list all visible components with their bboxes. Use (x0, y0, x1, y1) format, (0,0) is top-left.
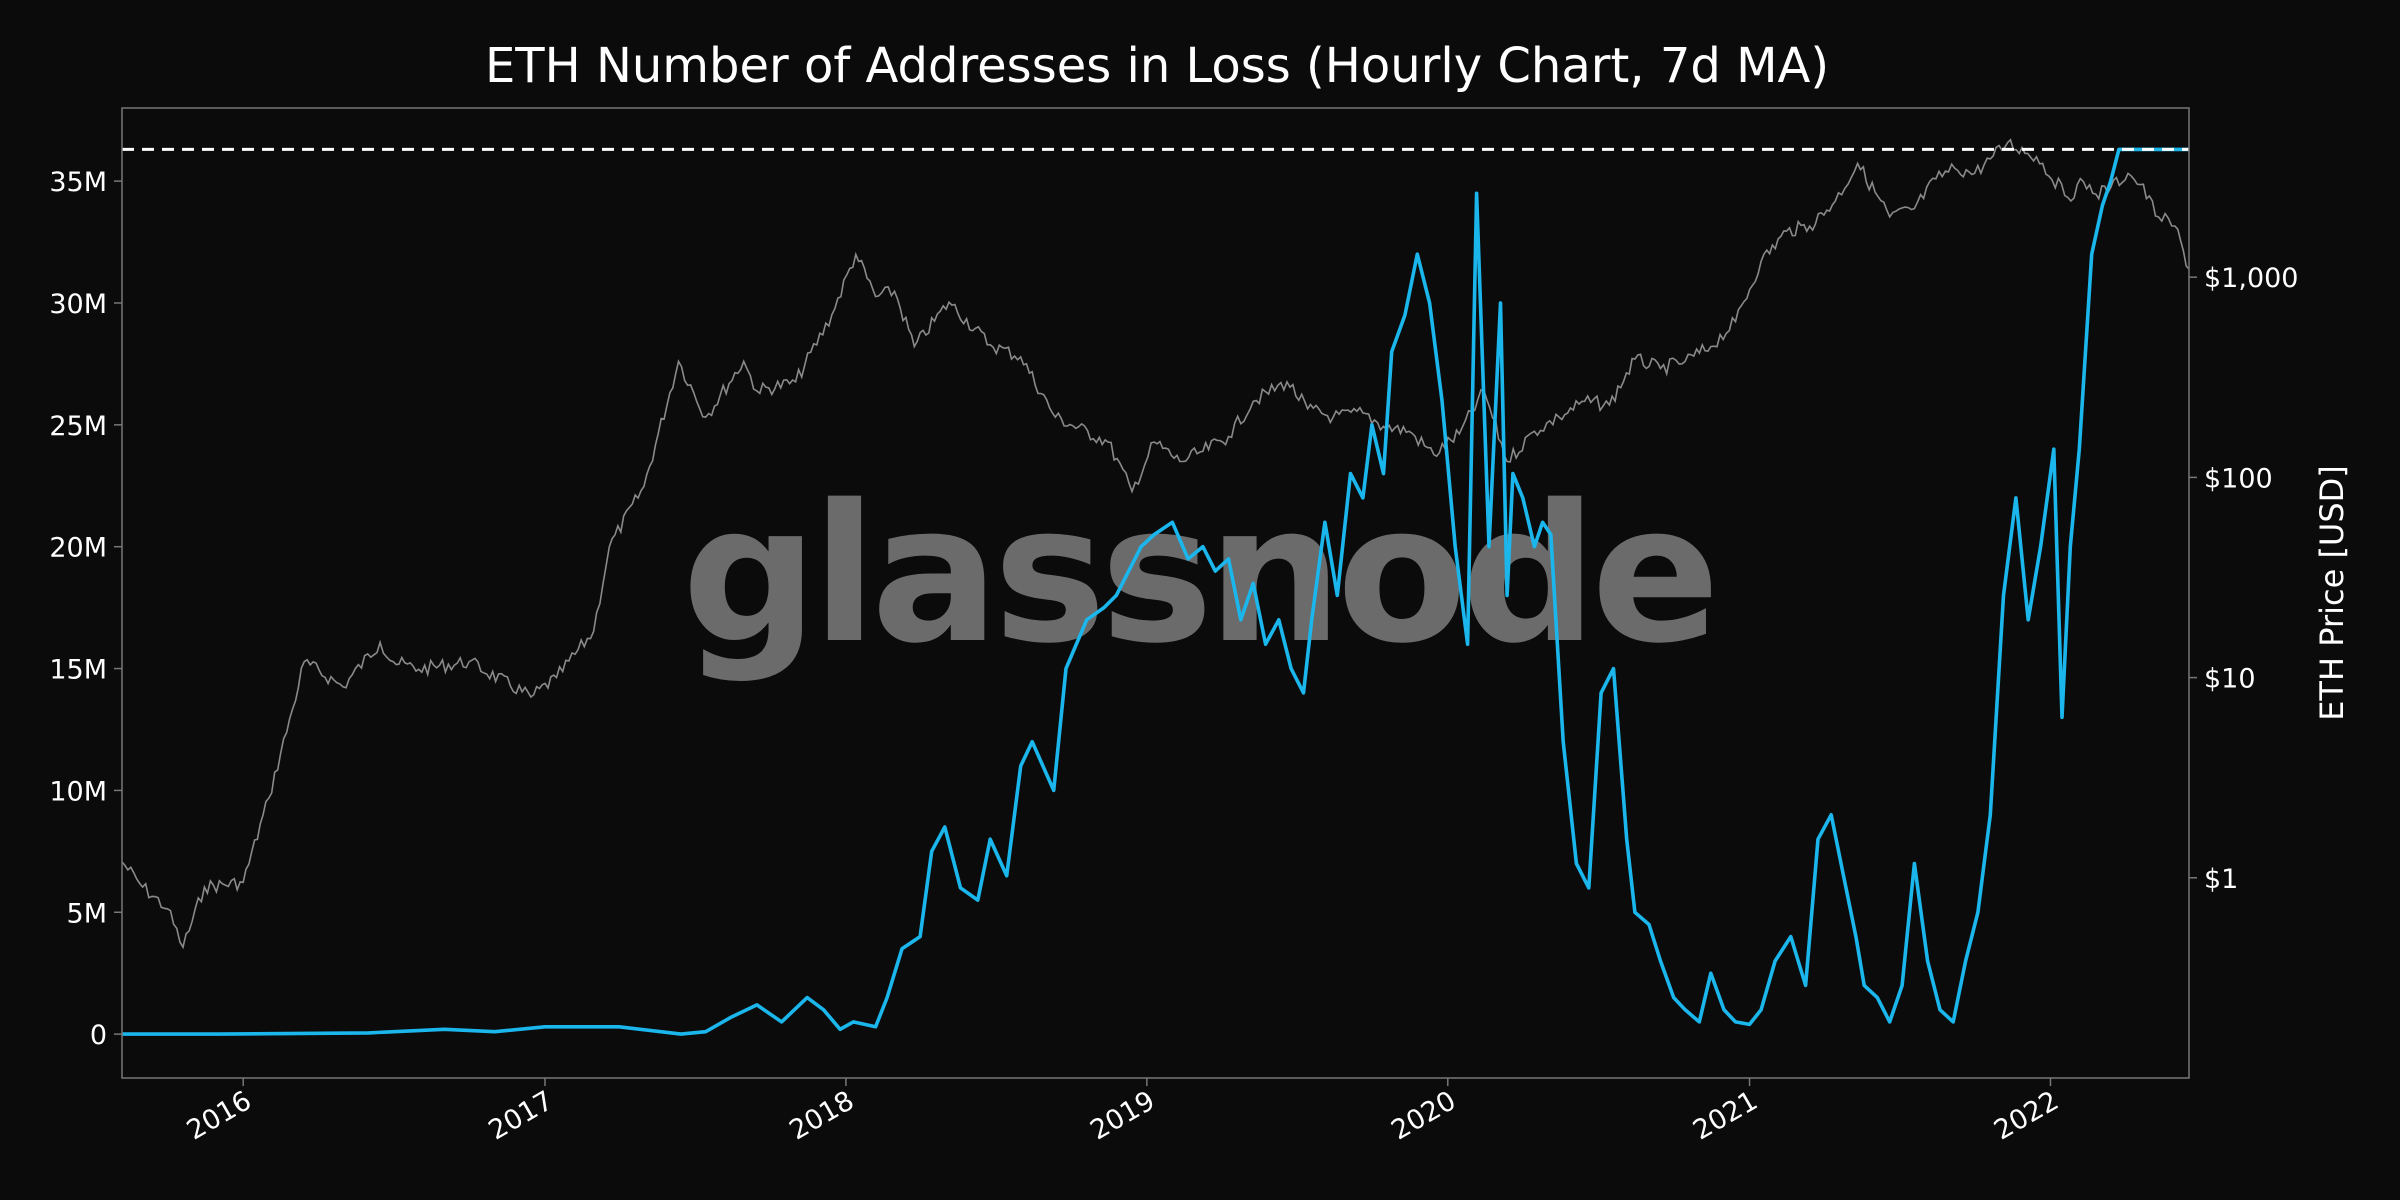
right-axis-label: ETH Price [USD] (2313, 465, 2351, 721)
right-tick-label: $1,000 (2204, 263, 2298, 294)
right-tick-label: $10 (2204, 664, 2256, 695)
addresses-in-loss-line (122, 147, 2189, 1036)
left-tick-label: 25M (49, 411, 107, 442)
left-tick-label: 20M (49, 533, 107, 564)
chart-title: ETH Number of Addresses in Loss (Hourly … (485, 38, 1829, 94)
left-tick-label: 10M (49, 776, 107, 807)
left-tick-label: 15M (49, 655, 107, 686)
watermark-logo: glassnode (682, 464, 1714, 685)
left-tick-label: 35M (49, 167, 107, 198)
eth-price-line (121, 138, 2190, 950)
left-tick-label: 5M (67, 898, 107, 929)
left-tick-label: 30M (49, 289, 107, 320)
right-tick-label: $1 (2204, 864, 2238, 895)
price-series-layer (121, 138, 2190, 950)
left-tick-label: 0 (90, 1020, 107, 1051)
left-axis: 0 5M 10M 15M 20M 25M 30M 35M (49, 167, 122, 1051)
right-tick-label: $100 (2204, 463, 2273, 494)
plot-frame (121, 107, 2190, 1079)
right-axis: $1 $10 $100 $1,000 (2189, 263, 2298, 895)
addresses-series-layer (122, 147, 2189, 1036)
